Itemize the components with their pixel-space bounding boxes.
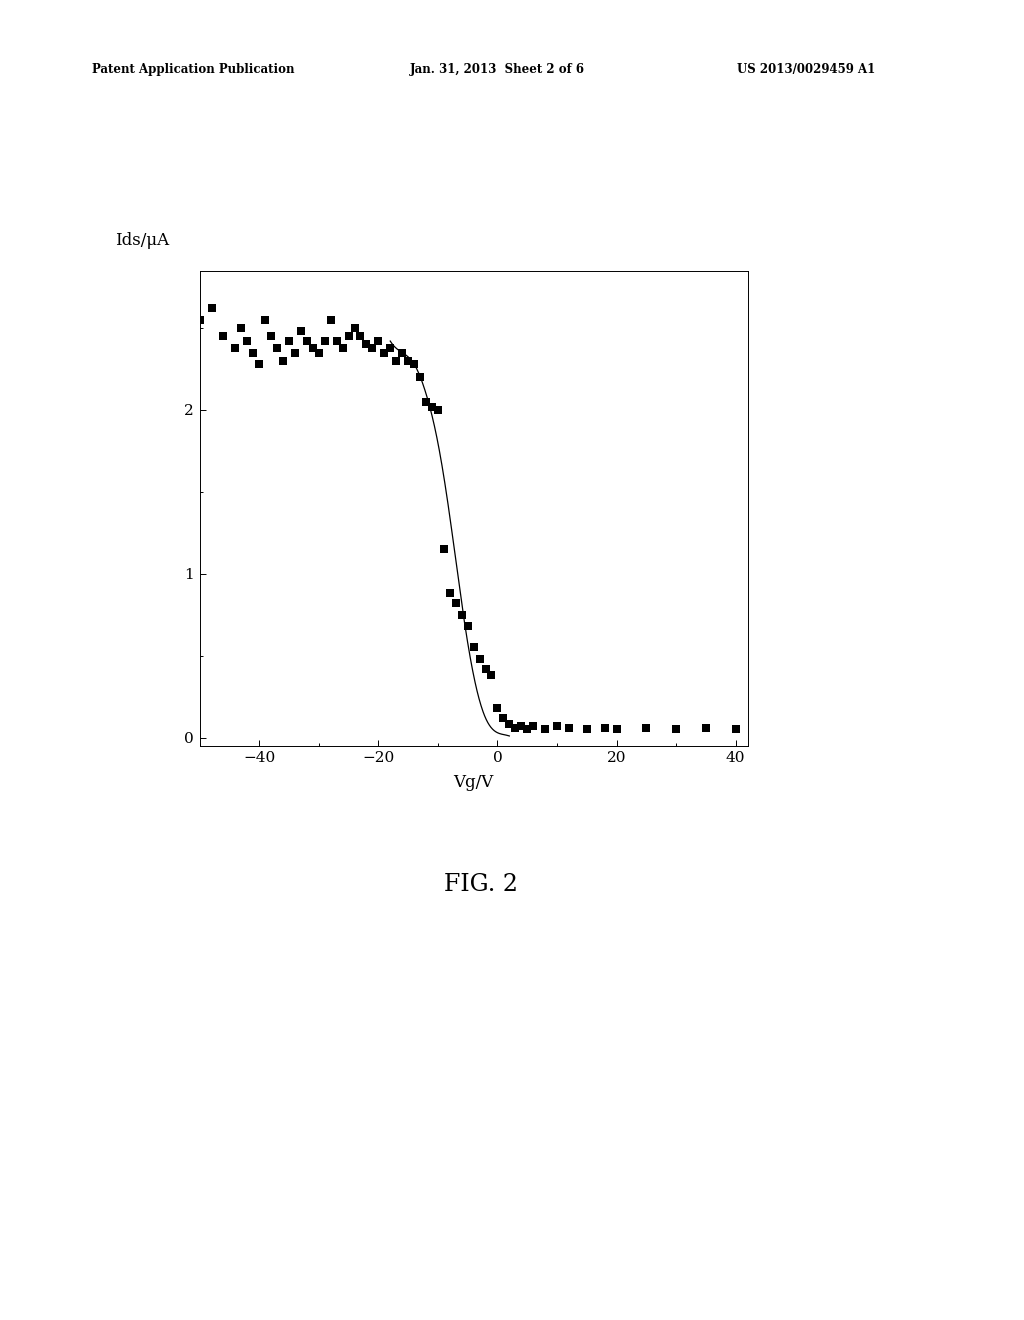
- Point: [299, 330, 315, 351]
- Point: [215, 326, 231, 347]
- Text: US 2013/0029459 A1: US 2013/0029459 A1: [737, 63, 876, 77]
- Point: [418, 391, 434, 412]
- Point: [447, 593, 464, 614]
- Text: FIG. 2: FIG. 2: [444, 873, 518, 896]
- Point: [352, 326, 369, 347]
- Point: [281, 330, 297, 351]
- Point: [274, 350, 291, 371]
- Point: [245, 342, 261, 363]
- Point: [340, 326, 356, 347]
- Point: [346, 317, 362, 338]
- Point: [519, 719, 536, 741]
- Point: [435, 539, 452, 560]
- Point: [257, 309, 273, 330]
- Point: [376, 342, 392, 363]
- Point: [406, 354, 422, 375]
- Point: [496, 708, 512, 729]
- Point: [382, 337, 398, 358]
- Point: [191, 309, 208, 330]
- Point: [596, 717, 612, 738]
- Point: [400, 350, 417, 371]
- Point: [293, 321, 309, 342]
- Point: [525, 715, 542, 737]
- Point: [549, 715, 565, 737]
- Text: Ids/μA: Ids/μA: [115, 232, 169, 249]
- Point: [358, 334, 375, 355]
- Point: [638, 717, 654, 738]
- Point: [507, 717, 523, 738]
- Point: [412, 367, 428, 388]
- Text: Jan. 31, 2013  Sheet 2 of 6: Jan. 31, 2013 Sheet 2 of 6: [410, 63, 585, 77]
- Point: [441, 583, 458, 605]
- Point: [471, 648, 487, 669]
- Point: [227, 337, 244, 358]
- Point: [233, 317, 250, 338]
- Point: [310, 342, 327, 363]
- Point: [388, 350, 404, 371]
- Point: [454, 605, 470, 626]
- Point: [335, 337, 351, 358]
- Point: [287, 342, 303, 363]
- Point: [489, 697, 506, 718]
- Point: [513, 715, 529, 737]
- Text: Patent Application Publication: Patent Application Publication: [92, 63, 295, 77]
- Point: [697, 717, 714, 738]
- Point: [365, 337, 381, 358]
- Point: [424, 396, 440, 417]
- Point: [269, 337, 286, 358]
- Point: [465, 638, 481, 659]
- Point: [329, 330, 345, 351]
- Point: [370, 330, 386, 351]
- Point: [304, 337, 321, 358]
- Point: [323, 309, 339, 330]
- Point: [668, 719, 684, 741]
- Point: [579, 719, 595, 741]
- Point: [537, 719, 553, 741]
- Point: [501, 714, 517, 735]
- Point: [240, 330, 256, 351]
- Point: [483, 665, 500, 686]
- Point: [204, 298, 220, 319]
- Point: [394, 342, 411, 363]
- Point: [460, 615, 476, 636]
- Point: [263, 326, 280, 347]
- Point: [561, 717, 578, 738]
- Point: [316, 330, 333, 351]
- Point: [430, 400, 446, 421]
- Point: [727, 719, 743, 741]
- Point: [477, 659, 494, 680]
- Point: [608, 719, 625, 741]
- Point: [251, 354, 267, 375]
- X-axis label: Vg/V: Vg/V: [454, 774, 494, 791]
